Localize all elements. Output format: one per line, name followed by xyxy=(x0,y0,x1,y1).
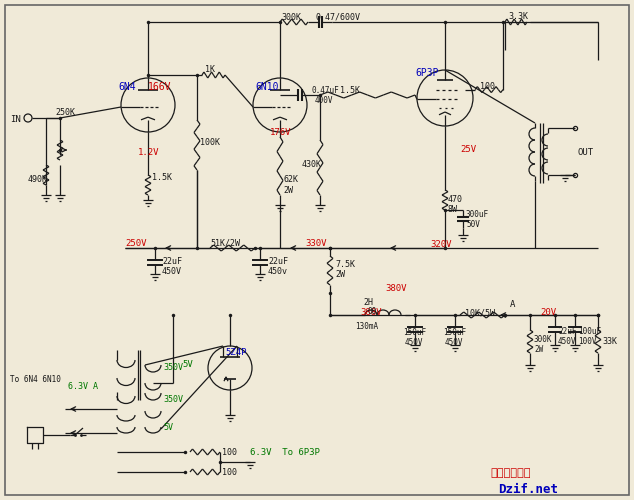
Text: 5Z4P: 5Z4P xyxy=(225,348,247,357)
Text: 6.3V A: 6.3V A xyxy=(68,382,98,391)
Text: 350V: 350V xyxy=(163,363,183,372)
Text: 350V: 350V xyxy=(163,395,183,404)
Text: 20V: 20V xyxy=(540,308,556,317)
Text: 00: 00 xyxy=(367,307,376,316)
Text: 22uF: 22uF xyxy=(558,327,576,336)
Text: 0.47/600V: 0.47/600V xyxy=(316,13,361,22)
Text: 1K: 1K xyxy=(205,65,215,74)
Text: 50V: 50V xyxy=(466,220,480,229)
Text: 450V: 450V xyxy=(445,338,463,347)
Text: 5V: 5V xyxy=(163,423,173,432)
Text: 1.5K: 1.5K xyxy=(340,86,360,95)
Text: 150uF: 150uF xyxy=(403,328,426,337)
Text: 1.2V: 1.2V xyxy=(138,148,160,157)
Text: 7.5K: 7.5K xyxy=(335,260,355,269)
Text: 250V: 250V xyxy=(125,239,146,248)
Text: 33K: 33K xyxy=(602,337,617,346)
Text: 2W: 2W xyxy=(534,345,543,354)
Text: 25V: 25V xyxy=(460,145,476,154)
Text: 100uF: 100uF xyxy=(578,327,601,336)
Text: 2W: 2W xyxy=(283,186,293,195)
Text: 6N4: 6N4 xyxy=(118,82,136,92)
Text: 22uF: 22uF xyxy=(268,257,288,266)
Text: 100V: 100V xyxy=(578,337,597,346)
Text: 450V: 450V xyxy=(405,338,424,347)
Text: 10K/5W: 10K/5W xyxy=(465,308,495,317)
Text: 300K: 300K xyxy=(534,335,552,344)
Text: 22uF: 22uF xyxy=(162,257,182,266)
Text: 250K: 250K xyxy=(55,108,75,117)
Text: 470: 470 xyxy=(448,195,463,204)
Text: 166V: 166V xyxy=(148,82,172,92)
Text: 6.3V  To 6P3P: 6.3V To 6P3P xyxy=(250,448,320,457)
Text: 3.3K: 3.3K xyxy=(508,12,528,21)
Text: 130mA: 130mA xyxy=(355,322,378,331)
Text: 6N10: 6N10 xyxy=(255,82,278,92)
Text: Dzif.net: Dzif.net xyxy=(498,483,558,496)
Text: 6P3P: 6P3P xyxy=(415,68,439,78)
Text: 51K/2W: 51K/2W xyxy=(210,239,240,248)
Text: 8W: 8W xyxy=(448,205,458,214)
Text: A: A xyxy=(510,300,515,309)
Text: 62K: 62K xyxy=(283,175,298,184)
Text: IN: IN xyxy=(10,115,21,124)
Text: OUT: OUT xyxy=(578,148,594,157)
Text: 176V: 176V xyxy=(270,128,292,137)
Text: 330V: 330V xyxy=(305,239,327,248)
Text: 490K: 490K xyxy=(28,175,48,184)
Text: 320V: 320V xyxy=(430,240,451,249)
Text: 380V: 380V xyxy=(385,284,406,293)
Text: 450V: 450V xyxy=(162,267,182,276)
Text: 5V: 5V xyxy=(182,360,193,369)
Text: 100: 100 xyxy=(222,448,237,457)
Text: 电子开发社区: 电子开发社区 xyxy=(490,468,531,478)
Text: 2W: 2W xyxy=(335,270,345,279)
Text: 100: 100 xyxy=(222,468,237,477)
Text: 2H: 2H xyxy=(363,298,373,307)
Text: 400V: 400V xyxy=(315,96,333,105)
Text: 450v: 450v xyxy=(268,267,288,276)
Text: 450V: 450V xyxy=(558,337,576,346)
Text: 430K: 430K xyxy=(302,160,322,169)
Text: 100K: 100K xyxy=(200,138,220,147)
Text: 300K: 300K xyxy=(281,13,301,22)
Text: 0.47uF: 0.47uF xyxy=(311,86,339,95)
Text: 100: 100 xyxy=(480,82,495,90)
Text: 300uF: 300uF xyxy=(466,210,489,219)
Text: 150uF: 150uF xyxy=(443,328,466,337)
Text: To 6N4 6N10: To 6N4 6N10 xyxy=(10,375,61,384)
Text: 1.5K: 1.5K xyxy=(152,173,172,182)
Text: 388V: 388V xyxy=(360,308,382,317)
